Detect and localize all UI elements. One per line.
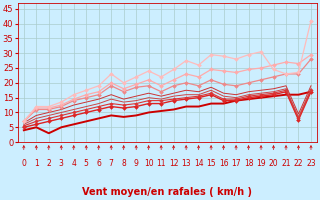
X-axis label: Vent moyen/en rafales ( km/h ): Vent moyen/en rafales ( km/h ) <box>82 187 252 197</box>
